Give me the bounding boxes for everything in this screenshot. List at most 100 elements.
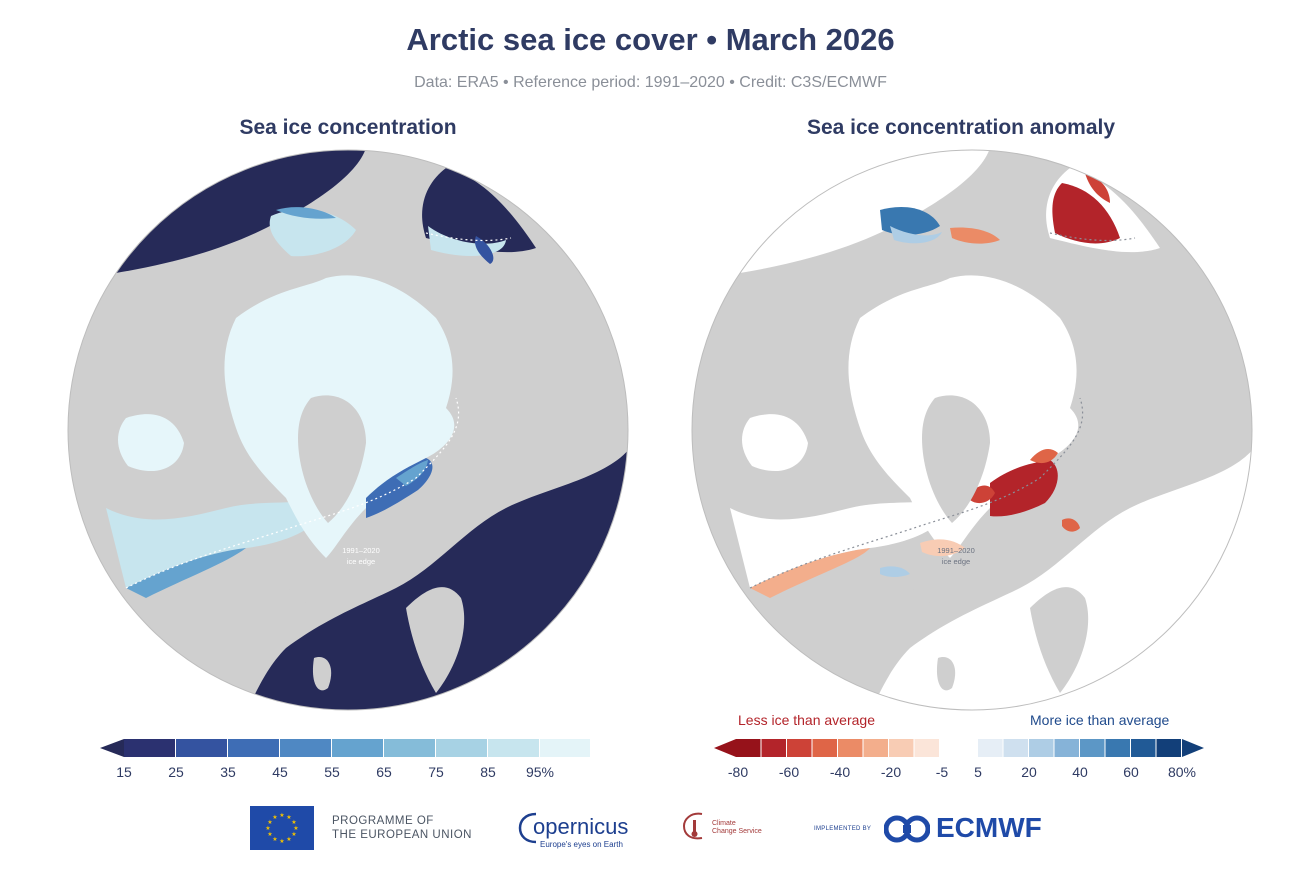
- left-panel-title: Sea ice concentration: [239, 116, 457, 139]
- colorbar-tick-label-negative: -20: [880, 764, 902, 780]
- svg-text:★: ★: [272, 836, 277, 843]
- colorbar-segment-positive: [1131, 739, 1156, 757]
- colorbar-segments: [124, 739, 590, 757]
- scandinavia: [1030, 587, 1089, 693]
- c3s-line-2: Change Service: [712, 828, 762, 835]
- colorbar-tick-label: 25: [168, 764, 184, 780]
- iceland: [908, 588, 936, 604]
- svg-text:★: ★: [291, 831, 296, 838]
- svg-text:★: ★: [291, 819, 296, 826]
- colorbar-tick-label-positive: 5: [974, 764, 982, 780]
- barents-ice-margin: [396, 460, 428, 486]
- greenland-sea-positive-anomaly: [880, 566, 910, 577]
- colorbar-segment: [280, 739, 331, 757]
- implemented-by-label: IMPLEMENTED BY: [814, 826, 872, 832]
- colorbar-segment-positive: [1105, 739, 1130, 757]
- svg-text:★: ★: [293, 825, 298, 832]
- bering-positive-anomaly-margin: [890, 226, 942, 244]
- colorbar-segment-negative: [889, 739, 914, 757]
- anomaly-colorbar: [714, 739, 1204, 757]
- svg-text:★: ★: [267, 831, 272, 838]
- map-boundary: [67, 149, 629, 711]
- scandinavia: [406, 587, 465, 693]
- eu-flag-icon: ★ ★ ★ ★ ★ ★ ★ ★ ★ ★ ★ ★: [250, 806, 314, 850]
- kara-negative-anomaly: [1030, 448, 1058, 464]
- ecmwf-wordmark: ECMWF: [936, 812, 1042, 843]
- ice-edge-label-1: 1991–2020: [342, 546, 380, 555]
- colorbar-above-arrow: [1182, 739, 1204, 757]
- colorbar-segment-positive: [1003, 739, 1028, 757]
- right-panel-title: Sea ice concentration anomaly: [806, 116, 1116, 139]
- colorbar-segment-positive: [1080, 739, 1105, 757]
- svg-text:★: ★: [265, 825, 270, 832]
- svg-text:★: ★: [279, 812, 284, 819]
- ice-edge-label-2: ice edge: [942, 557, 970, 566]
- colorbar-segment-negative: [761, 739, 786, 757]
- colorbar-tick-label: 95%: [525, 764, 555, 780]
- colorbar-segment: [332, 739, 383, 757]
- bering-ice: [269, 209, 356, 257]
- colorbar-tick-label: 35: [220, 764, 236, 780]
- colorbar-segment-negative: [914, 739, 939, 757]
- svg-text:★: ★: [279, 838, 284, 845]
- colorbar-tick-label: 75: [428, 764, 444, 780]
- colorbar-tick-label-negative: -60: [778, 764, 800, 780]
- colorbar-segment: [124, 739, 175, 757]
- colorbar-tick-label-positive: 40: [1072, 764, 1088, 780]
- svg-text:★: ★: [267, 819, 272, 826]
- sea-ice-concentration-map: 1991–2020 ice edge: [67, 149, 629, 711]
- colorbar-tick-label: 65: [376, 764, 392, 780]
- hudson-bay: [742, 414, 808, 472]
- colorbar-segment-positive: [1156, 739, 1181, 757]
- colorbar-tick-label: 55: [324, 764, 340, 780]
- figure-subtitle: Data: ERA5 • Reference period: 1991–2020…: [414, 74, 887, 91]
- map-boundary: [691, 149, 1253, 711]
- colorbar-segment: [176, 739, 227, 757]
- copernicus-wordmark: opernicus: [533, 814, 629, 839]
- eu-line-2: THE EUROPEAN UNION: [332, 829, 472, 841]
- concentration-colorbar: [100, 739, 590, 757]
- sea-ice-anomaly-map: 1991–2020 ice edge: [691, 149, 1253, 711]
- eu-programme-text: PROGRAMME OF THE EUROPEAN UNION: [332, 814, 472, 842]
- c3s-line-1: Climate: [712, 820, 736, 827]
- colorbar-segment-negative: [787, 739, 812, 757]
- svg-text:★: ★: [286, 814, 291, 821]
- colorbar-segment-positive: [1054, 739, 1079, 757]
- bering-positive-anomaly: [880, 206, 940, 235]
- chukotka-negative-anomaly: [950, 227, 1000, 244]
- colorbar-tick-label-negative: -40: [829, 764, 851, 780]
- colorbar-tick-label-negative: -80: [727, 764, 749, 780]
- less-ice-label: Less ice than average: [738, 712, 875, 728]
- ice-edge-label-1: 1991–2020: [937, 546, 975, 555]
- labrador-ice-margin: [126, 548, 246, 598]
- greenland: [298, 395, 366, 523]
- colorbar-below-arrow: [714, 739, 736, 757]
- iceland: [284, 588, 312, 604]
- ice-edge-label-2: ice edge: [347, 557, 375, 566]
- colorbar-tick-label-positive: 80%: [1167, 764, 1197, 780]
- eu-line-1: PROGRAMME OF: [332, 815, 434, 827]
- bering-ice-margin: [276, 207, 336, 219]
- colorbar-tick-label: 15: [116, 764, 132, 780]
- okhotsk-negative-anomaly: [1052, 183, 1120, 244]
- colorbar-tick-label: 85: [480, 764, 496, 780]
- colorbar-segments: [736, 739, 1181, 757]
- c3s-text: Climate Change Service: [712, 820, 762, 836]
- colorbar-segment: [540, 739, 590, 757]
- labrador-negative-anomaly: [750, 548, 870, 598]
- figure-title: Arctic sea ice cover • March 2026: [406, 22, 895, 57]
- colorbar-tick-label-negative: -5: [935, 764, 949, 780]
- colorbar-segment-negative: [863, 739, 888, 757]
- colorbar-segment-negative: [838, 739, 863, 757]
- colorbar-segment: [228, 739, 279, 757]
- colorbar-segment-positive: [978, 739, 1003, 757]
- colorbar-segment: [384, 739, 435, 757]
- c3s-logo-icon: [682, 812, 703, 840]
- colorbar-segment: [488, 739, 539, 757]
- okhotsk-negative-anomaly-north: [1085, 173, 1110, 203]
- svg-text:★: ★: [272, 814, 277, 821]
- colorbar-tick-label-positive: 20: [1021, 764, 1037, 780]
- copernicus-logo-icon: [518, 812, 537, 844]
- okhotsk-ice-edge: [474, 236, 494, 264]
- colorbar-segment-negative: [736, 739, 761, 757]
